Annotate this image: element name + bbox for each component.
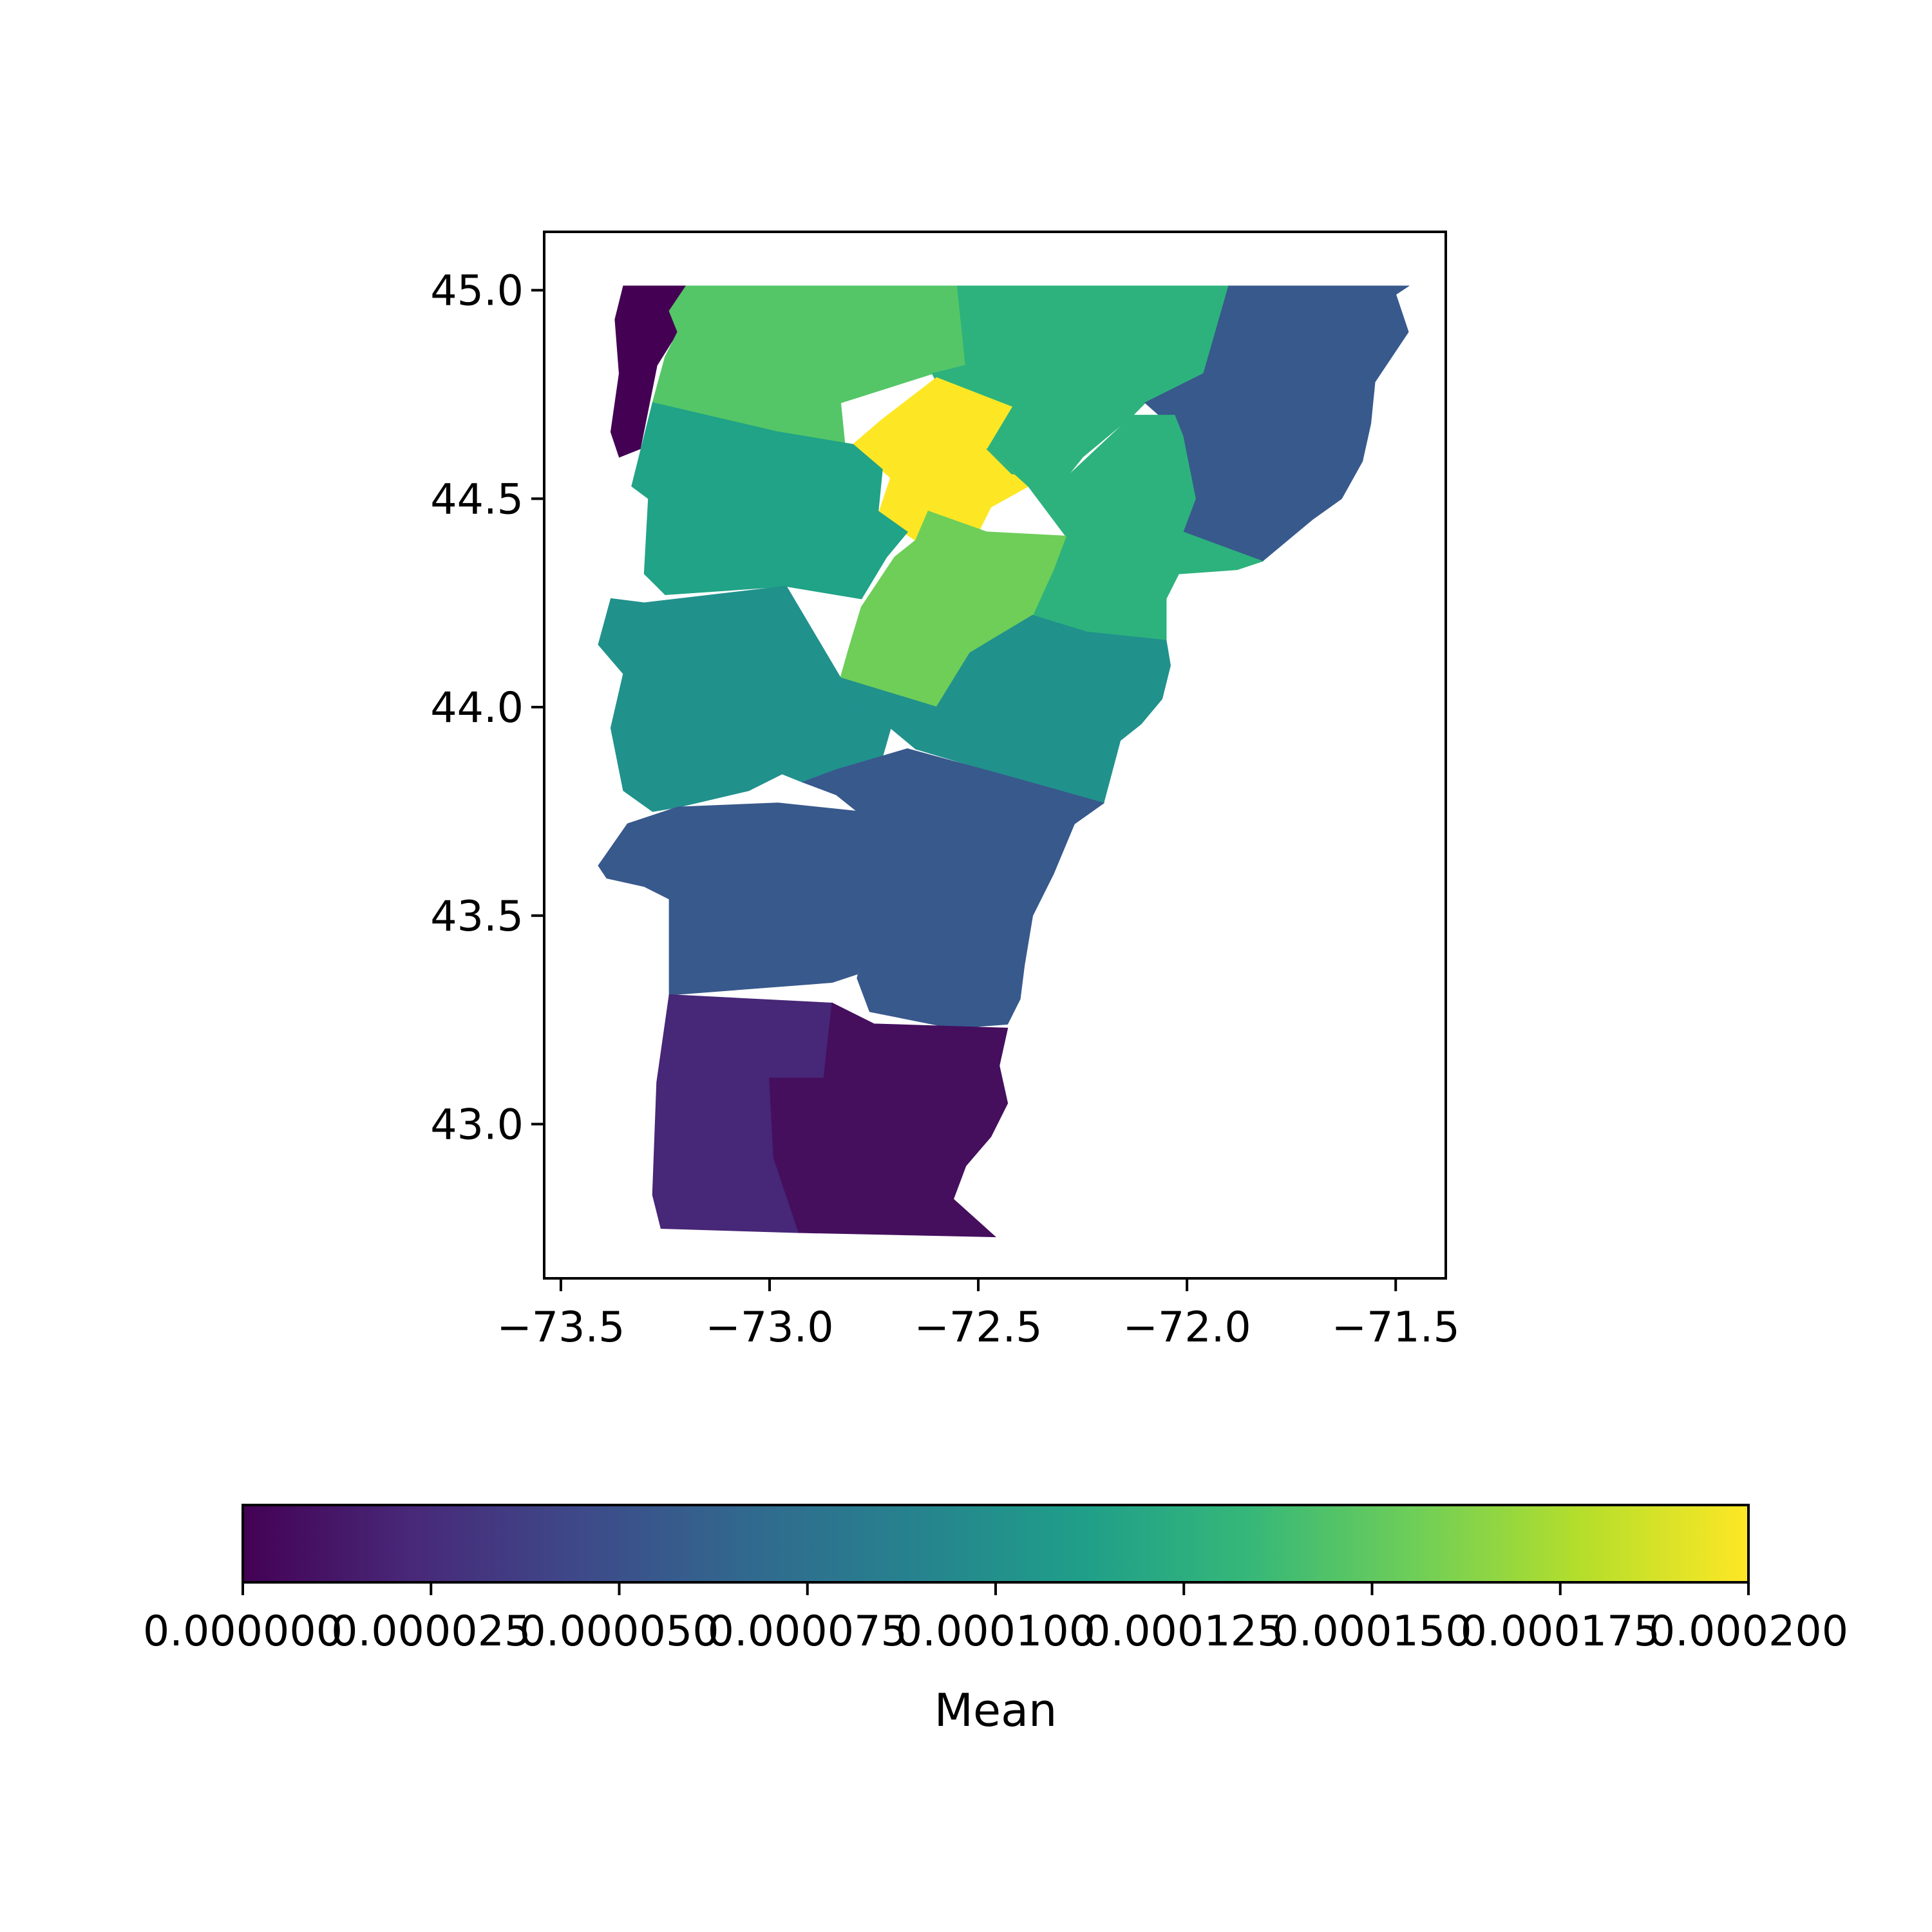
y-tick-label: 44.5: [430, 475, 524, 524]
y-tick-label: 44.0: [430, 684, 524, 732]
region-chittenden: [631, 402, 908, 600]
region-windsor: [801, 748, 1105, 1029]
colorbar-tick-label: 0.000125: [1084, 1607, 1283, 1656]
y-tick-label: 43.5: [430, 893, 524, 941]
colorbar-tick-label: 0.000025: [331, 1607, 531, 1656]
colorbar-label: Mean: [934, 1684, 1057, 1737]
colorbar-tick-label: 0.000050: [519, 1607, 719, 1656]
x-tick-label: −73.0: [705, 1303, 833, 1352]
y-axis: 43.0 43.5 44.0 44.5 45.0: [430, 267, 544, 1149]
map-axes-frame: [543, 231, 1447, 1280]
colorbar-tick-label: 0.000150: [1272, 1607, 1472, 1656]
x-tick-label: −73.5: [497, 1303, 625, 1352]
colorbar-tick-label: 0.000000: [143, 1607, 343, 1656]
colorbar-tick-label: 0.000175: [1461, 1607, 1660, 1656]
y-tick-label: 43.0: [430, 1101, 524, 1149]
x-tick-label: −71.5: [1332, 1303, 1460, 1352]
colorbar-tick-label: 0.000075: [708, 1607, 907, 1656]
colorbar-tick-label: 0.000200: [1649, 1607, 1848, 1656]
colorbar: 0.0000000.0000250.0000500.0000750.000100…: [143, 1504, 1848, 1737]
colorbar-ticks: 0.0000000.0000250.0000500.0000750.000100…: [143, 1582, 1848, 1656]
colorbar-tick-label: 0.000100: [896, 1607, 1095, 1656]
x-tick-label: −72.0: [1123, 1303, 1251, 1352]
region-orange: [835, 614, 1171, 804]
y-tick-label: 45.0: [430, 267, 524, 316]
map-regions: [598, 285, 1410, 1238]
x-axis: −73.5 −73.0 −72.5 −72.0 −71.5: [497, 1278, 1460, 1352]
region-windham: [769, 1002, 1009, 1238]
x-tick-label: −72.5: [914, 1303, 1042, 1352]
colorbar-gradient: [242, 1504, 1750, 1584]
